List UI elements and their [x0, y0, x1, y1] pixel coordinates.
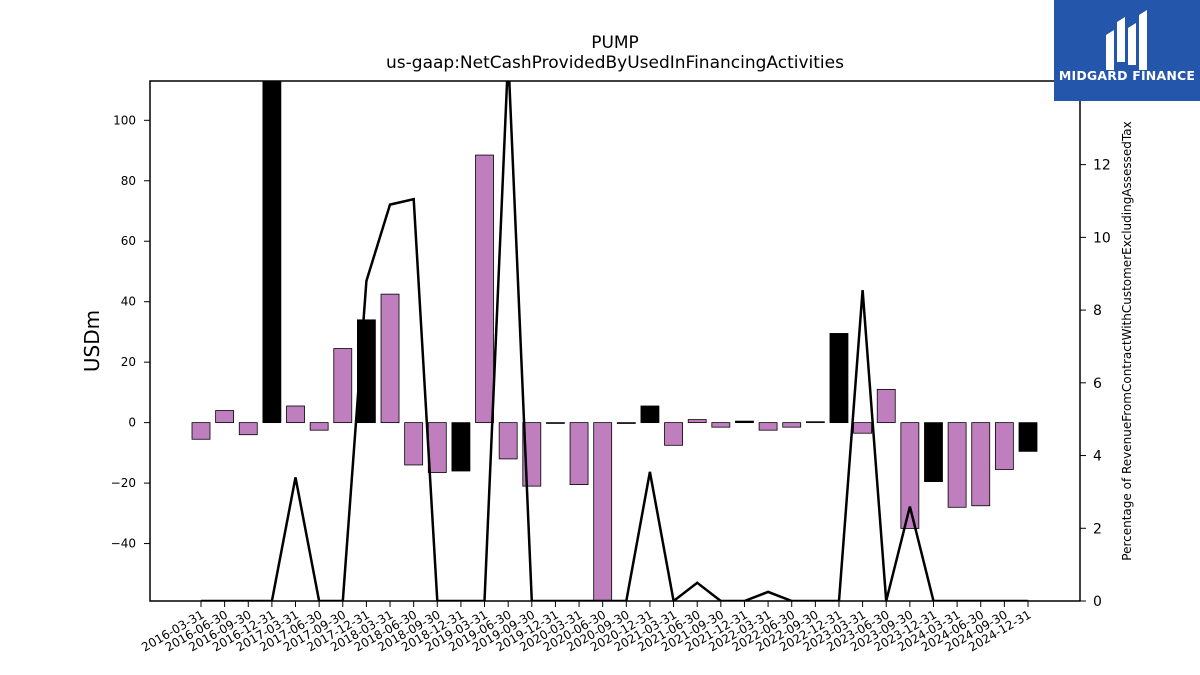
- bar-2023-06-30: [876, 388, 896, 424]
- bar-2021-03-31: [664, 422, 683, 446]
- bar-2024-12-31: [1018, 422, 1038, 452]
- bar-2022-12-31: [829, 333, 849, 424]
- bar-2016-09-30: [238, 422, 258, 436]
- y-tick-label: −20: [111, 476, 136, 490]
- bar-2024-09-30: [994, 422, 1014, 470]
- bar-2021-06-30: [687, 419, 707, 424]
- bar-2017-09-30: [333, 348, 353, 424]
- y2-tick-label: 6: [1093, 376, 1102, 392]
- bar-2021-09-30: [711, 422, 731, 428]
- y-tick-label: 0: [128, 416, 136, 430]
- bar-2018-06-30: [404, 422, 424, 466]
- y2-tick-label: 8: [1093, 303, 1102, 319]
- bar-2022-09-30: [805, 421, 825, 424]
- bar-2022-03-31: [758, 422, 778, 431]
- x-axis-ticks: 2016-03-312016-06-302016-09-302016-12-31…: [139, 601, 1034, 654]
- line-group: [201, 81, 1028, 601]
- bar-2018-09-30: [427, 422, 447, 473]
- y2-tick-label: 0: [1093, 594, 1102, 610]
- logo-mark-icon: [1054, 0, 1200, 101]
- bar-2020-03-31: [569, 422, 589, 486]
- bar-2018-03-31: [380, 293, 400, 424]
- bar-2018-12-31: [451, 422, 471, 472]
- y2-tick-label: 12: [1093, 158, 1111, 174]
- y-tick-label: 40: [121, 295, 136, 309]
- bar-2020-06-30: [593, 422, 613, 602]
- brand-name: MIDGARD FINANCE: [1058, 68, 1196, 83]
- bar-2024-03-31: [947, 422, 967, 508]
- y2-axis-ticks: 02468101214: [1080, 85, 1111, 610]
- bar-2022-06-30: [782, 422, 802, 428]
- bar-2020-09-30: [616, 422, 636, 424]
- bar-group: [191, 80, 1038, 602]
- y-tick-label: 20: [121, 355, 136, 369]
- chart-subtitle: us-gaap:NetCashProvidedByUsedInFinancing…: [386, 53, 844, 73]
- bar-2023-12-31: [924, 422, 943, 482]
- bar-2017-03-31: [286, 405, 305, 424]
- plot-frame: [149, 80, 1081, 602]
- bar-2017-06-30: [309, 422, 329, 431]
- y2-tick-label: 2: [1093, 521, 1102, 537]
- bar-2016-06-30: [215, 410, 235, 424]
- y-axis-label: USDm: [80, 310, 104, 372]
- bar-2023-03-31: [853, 422, 872, 434]
- y2-tick-label: 4: [1093, 449, 1102, 465]
- y2-axis-label: Percentage of RevenueFromContractWithCus…: [1120, 121, 1134, 560]
- bar-2020-12-31: [640, 405, 660, 424]
- bar-2024-06-30: [971, 422, 991, 507]
- y2-tick-label: 10: [1093, 230, 1111, 246]
- bar-2019-06-30: [498, 422, 518, 460]
- y-axis-ticks: −40 −20 0 20 40 60 80 100: [111, 113, 150, 551]
- bar-2019-03-31: [475, 154, 494, 424]
- chart-title: PUMP: [591, 33, 639, 53]
- revenue-percentage-line: [201, 81, 1028, 601]
- y-tick-label: 60: [121, 234, 136, 248]
- bar-2016-12-31: [262, 80, 282, 424]
- y-tick-label: 100: [113, 113, 136, 127]
- y-tick-label: 80: [121, 174, 136, 188]
- brand-logo: MIDGARD FINANCE: [1054, 0, 1200, 101]
- bar-2023-09-30: [900, 422, 920, 529]
- bar-2021-12-31: [735, 420, 754, 424]
- y-tick-label: −40: [111, 537, 136, 551]
- bar-2019-12-31: [546, 422, 565, 424]
- bar-2016-03-31: [191, 422, 211, 440]
